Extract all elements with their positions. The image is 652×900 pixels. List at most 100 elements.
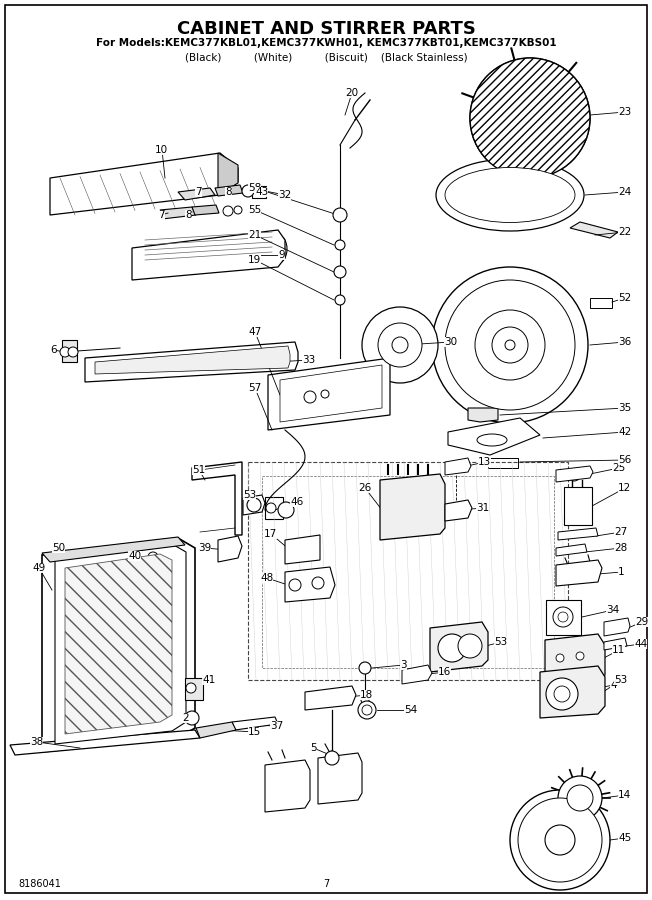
Polygon shape [215,185,243,196]
Text: 19: 19 [248,255,261,265]
Text: 7: 7 [158,210,164,220]
Circle shape [266,503,276,513]
Bar [590,298,612,308]
Text: 39: 39 [198,543,211,553]
Text: 53: 53 [243,490,256,500]
Circle shape [358,701,376,719]
Polygon shape [42,538,195,752]
Polygon shape [192,462,242,535]
Text: 4: 4 [610,680,617,690]
Polygon shape [556,544,587,556]
Text: 57: 57 [248,383,261,393]
Polygon shape [445,500,472,521]
Polygon shape [556,560,602,586]
Text: 42: 42 [618,427,631,437]
Circle shape [362,307,438,383]
Polygon shape [468,408,498,422]
Circle shape [361,696,369,704]
Text: 13: 13 [478,457,491,467]
Circle shape [546,678,578,710]
Text: 23: 23 [618,107,631,117]
Bar [62,340,77,362]
Text: 49: 49 [32,563,45,573]
Circle shape [470,58,590,178]
Circle shape [247,498,261,512]
Text: 11: 11 [612,645,625,655]
Polygon shape [218,536,242,562]
Polygon shape [218,153,238,195]
Polygon shape [65,554,172,734]
Bar [488,458,518,468]
Text: For Models:KEMC377KBL01,KEMC377KWH01, KEMC377KBT01,KEMC377KBS01: For Models:KEMC377KBL01,KEMC377KWH01, KE… [96,38,556,48]
Polygon shape [430,622,488,672]
Bar [252,186,266,198]
Text: 17: 17 [264,529,277,539]
Text: 8: 8 [225,187,231,197]
Polygon shape [55,544,186,744]
Text: 8: 8 [185,210,192,220]
Circle shape [223,206,233,216]
Polygon shape [380,474,445,540]
Text: 45: 45 [618,833,631,843]
Text: 21: 21 [248,230,261,240]
Text: 7: 7 [195,187,201,197]
Ellipse shape [445,167,575,222]
Bar [262,476,554,668]
Text: 31: 31 [476,503,489,513]
Bar [185,678,203,700]
Text: 41: 41 [202,675,215,685]
Text: 1: 1 [618,567,625,577]
Circle shape [60,347,70,357]
Text: (Black)          (White)          (Biscuit)    (Black Stainless): (Black) (White) (Biscuit) (Black Stainle… [185,52,467,62]
Text: 3: 3 [400,660,407,670]
Circle shape [458,634,482,658]
Polygon shape [604,638,627,650]
Text: CABINET AND STIRRER PARTS: CABINET AND STIRRER PARTS [177,20,475,38]
Polygon shape [95,346,290,374]
Text: 54: 54 [404,705,417,715]
Text: 53: 53 [614,675,627,685]
Polygon shape [448,418,540,455]
Polygon shape [305,686,356,710]
Text: 30: 30 [444,337,457,347]
Circle shape [333,208,347,222]
Polygon shape [545,634,605,686]
Text: 43: 43 [255,187,268,197]
Bar [388,490,436,525]
Circle shape [185,711,199,725]
Circle shape [148,552,158,562]
Polygon shape [192,205,219,215]
Text: 14: 14 [618,790,631,800]
Polygon shape [268,358,390,430]
Circle shape [445,280,575,410]
Polygon shape [402,665,432,684]
Bar [564,487,592,525]
Text: 8186041: 8186041 [18,879,61,889]
Polygon shape [42,537,185,562]
Text: 25: 25 [612,463,625,473]
Circle shape [567,785,593,811]
Text: 50: 50 [52,543,65,553]
Text: 28: 28 [614,543,627,553]
Polygon shape [604,618,630,636]
Polygon shape [540,666,605,718]
Circle shape [312,577,324,589]
Text: 7: 7 [323,879,329,889]
Polygon shape [85,342,298,382]
Circle shape [335,295,345,305]
Text: 15: 15 [248,727,261,737]
Polygon shape [160,207,196,219]
Circle shape [335,240,345,250]
Text: 48: 48 [260,573,273,583]
Polygon shape [558,528,598,540]
Circle shape [558,776,602,820]
Bar [292,545,312,557]
Text: 2: 2 [182,713,188,723]
Polygon shape [232,717,278,730]
Text: 36: 36 [618,337,631,347]
Text: 29: 29 [635,617,648,627]
Circle shape [568,686,576,694]
Bar [148,548,162,566]
Text: 6: 6 [50,345,57,355]
Polygon shape [10,730,200,755]
